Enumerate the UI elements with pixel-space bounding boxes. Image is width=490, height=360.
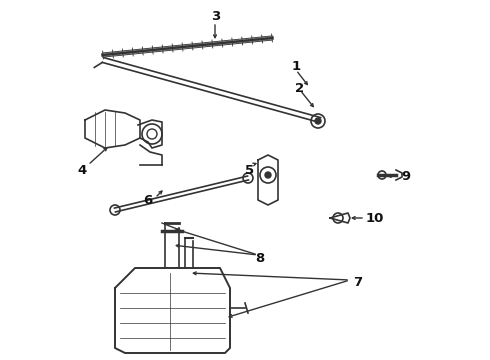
Text: 10: 10 bbox=[366, 211, 384, 225]
Text: 2: 2 bbox=[295, 81, 305, 94]
Text: 3: 3 bbox=[211, 9, 220, 22]
Text: 6: 6 bbox=[144, 194, 152, 207]
Circle shape bbox=[315, 118, 321, 124]
Text: 9: 9 bbox=[401, 170, 411, 183]
Circle shape bbox=[265, 172, 271, 178]
Text: 8: 8 bbox=[255, 252, 265, 265]
Text: 4: 4 bbox=[77, 163, 87, 176]
Text: 1: 1 bbox=[292, 60, 300, 73]
Text: 7: 7 bbox=[353, 275, 363, 288]
Text: 5: 5 bbox=[245, 163, 255, 176]
